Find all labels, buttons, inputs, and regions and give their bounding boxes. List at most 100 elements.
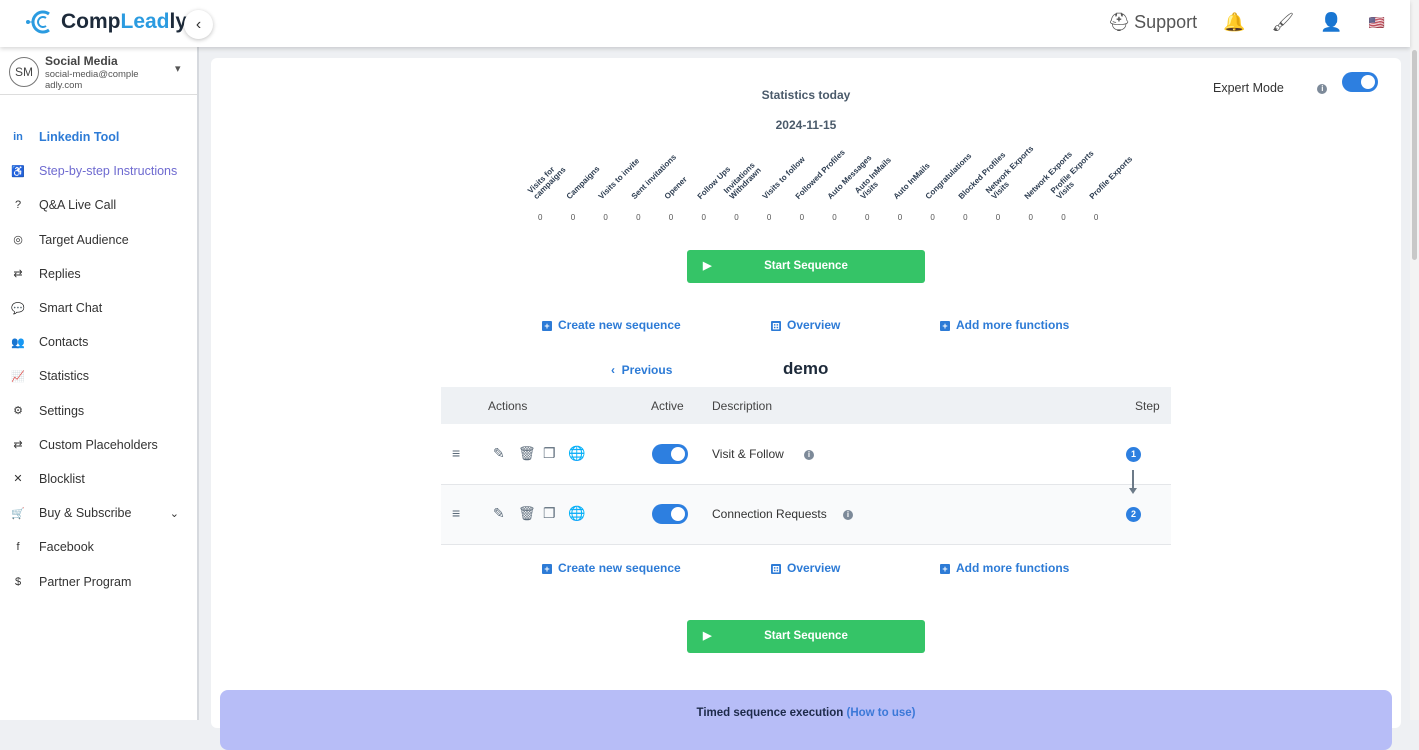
stat-value: 0 [570,213,576,222]
us-flag-icon[interactable]: 🇺🇸 [1368,14,1385,30]
sidebar-item-label: Target Audience [39,232,129,247]
copy-icon[interactable]: ❐ [543,445,556,461]
start-sequence-label: Start Sequence [764,630,848,642]
linkedin-tool-icon: in [13,131,23,144]
sidebar-item-partner-program[interactable]: $ Partner Program [0,564,197,598]
sidebar-item-smart-chat[interactable]: 💬 Smart Chat [0,291,197,325]
user-switcher[interactable]: SM Social Media social-media@compleadly.… [0,47,197,95]
start-sequence-button-bottom[interactable]: ▶ Start Sequence [687,620,925,653]
logo-icon [26,10,50,34]
target-audience-icon: ◎ [13,234,23,247]
sidebar-item-linkedin-tool[interactable]: in Linkedin Tool [0,120,197,154]
sidebar-item-blocklist[interactable]: ✕ Blocklist [0,462,197,496]
banner-text: Timed sequence execution [696,707,844,719]
sidebar-item-label: Statistics [39,369,90,384]
create-new-sequence-link[interactable]: + Create new sequence [542,318,681,332]
overview-link[interactable]: ⊞ Overview [771,318,840,332]
collapse-sidebar-button[interactable]: ‹ [184,10,213,39]
sidebar-item-label: Partner Program [39,574,132,589]
contacts-icon: 👥 [11,336,25,349]
play-icon: ▶ [703,630,712,642]
info-icon[interactable]: i [843,510,853,520]
edit-icon[interactable]: ✎ [493,505,505,521]
sidebar-item-facebook[interactable]: f Facebook [0,530,197,564]
stats-title: Statistics today [761,88,851,102]
stat-value: 0 [1061,213,1066,222]
arrow-down-icon [1129,488,1137,494]
stat-value: 0 [701,213,706,222]
plus-square-icon: + [940,564,950,574]
sidebar-item-label: Blocklist [39,471,85,486]
smart-chat-icon: 💬 [11,302,25,315]
previous-link[interactable]: ‹ Previous [611,363,673,377]
sidebar-nav: in Linkedin Tool ♿ Step-by-step Instruction… [0,120,197,599]
custom-placeholders-icon: ⇄ [13,439,23,452]
paint-roller-icon[interactable]: 🖌 [1271,12,1295,32]
sidebar-item-q-a-live-call[interactable]: ? Q&A Live Call [0,188,197,222]
active-toggle[interactable] [652,504,688,524]
stat-value: 0 [930,213,935,222]
sidebar-item-replies[interactable]: ⇄ Replies [0,257,197,291]
trash-icon[interactable]: 🗑 [518,445,536,461]
sidebar-item-step-by-step-instructions[interactable]: ♿ Step-by-step Instructions [0,154,197,188]
timed-execution-banner: Timed sequence execution (How to use) [220,690,1392,750]
user-icon[interactable]: 👤 [1320,12,1343,32]
step-number: 2 [1126,507,1141,522]
active-toggle[interactable] [652,444,688,464]
scrollbar[interactable] [1410,0,1419,720]
table-row: ≡ ✎ 🗑 ❐ 🌐 Connection Requests i 2 [441,485,1171,545]
sidebar-item-label: Facebook [39,540,94,555]
sidebar-item-target-audience[interactable]: ◎ Target Audience [0,223,197,257]
sidebar-item-label: Buy & Subscribe [39,506,132,521]
create-new-sequence-link-bottom[interactable]: + Create new sequence [542,561,681,575]
globe-icon[interactable]: 🌐 [568,445,586,461]
trash-icon[interactable]: 🗑 [518,505,536,521]
plus-square-icon: + [940,321,950,331]
chevron-down-icon: ▾ [175,63,181,75]
info-icon[interactable]: i [804,450,814,460]
support-link[interactable]: ⛑ Support [1108,12,1198,33]
sidebar-item-statistics[interactable]: 📈 Statistics [0,359,197,393]
expert-mode-toggle[interactable] [1342,72,1378,92]
row-description: Visit & Follow [712,447,784,461]
overview-link-bottom[interactable]: ⊞ Overview [771,561,840,575]
how-to-use-link[interactable]: (How to use) [846,707,916,719]
table-header: Actions Active Description Step [441,387,1171,424]
scrollbar-thumb[interactable] [1412,50,1417,260]
drag-handle-icon[interactable]: ≡ [452,445,461,461]
logo[interactable]: CompLeadly [25,8,187,36]
sidebar-item-label: Contacts [39,335,89,350]
stat-label: Visits for campaigns [525,164,568,201]
sidebar-item-settings[interactable]: ⚙ Settings [0,394,197,428]
add-more-functions-link-bottom[interactable]: + Add more functions [940,561,1069,575]
stat-value: 0 [897,213,903,222]
sequence-name: demo [783,359,829,378]
bell-icon[interactable]: 🔔 [1223,12,1246,32]
edit-icon[interactable]: ✎ [493,445,505,461]
info-icon[interactable]: i [1317,83,1328,94]
stat-label: Campaigns [564,164,602,201]
facebook-icon: f [16,541,20,554]
user-name: Social Media [45,54,118,68]
row-description: Connection Requests [712,507,827,521]
globe-icon[interactable]: 🌐 [568,505,586,521]
sidebar-item-label: Custom Placeholders [39,437,158,452]
grid-icon: ⊞ [771,564,781,574]
stat-value: 0 [538,213,543,222]
drag-handle-icon[interactable]: ≡ [452,505,461,521]
copy-icon[interactable]: ❐ [543,505,556,521]
sidebar-item-contacts[interactable]: 👥 Contacts [0,325,197,359]
header-description: Description [712,399,773,413]
expert-mode-label: Expert Mode [1213,81,1284,95]
stat-value: 0 [734,213,739,222]
sidebar-item-custom-placeholders[interactable]: ⇄ Custom Placeholders [0,428,197,462]
start-sequence-button[interactable]: ▶ Start Sequence [687,250,925,283]
stat-value: 0 [832,213,837,222]
add-more-functions-link[interactable]: + Add more functions [940,318,1069,332]
support-label: Support [1134,12,1198,32]
add-more-label: Add more functions [956,561,1070,575]
overview-label: Overview [787,561,841,575]
stat-value: 0 [963,213,968,222]
sidebar-item-buy-subscribe[interactable]: 🛒 Buy & Subscribe ⌄ [0,496,197,530]
create-new-label: Create new sequence [558,561,681,575]
